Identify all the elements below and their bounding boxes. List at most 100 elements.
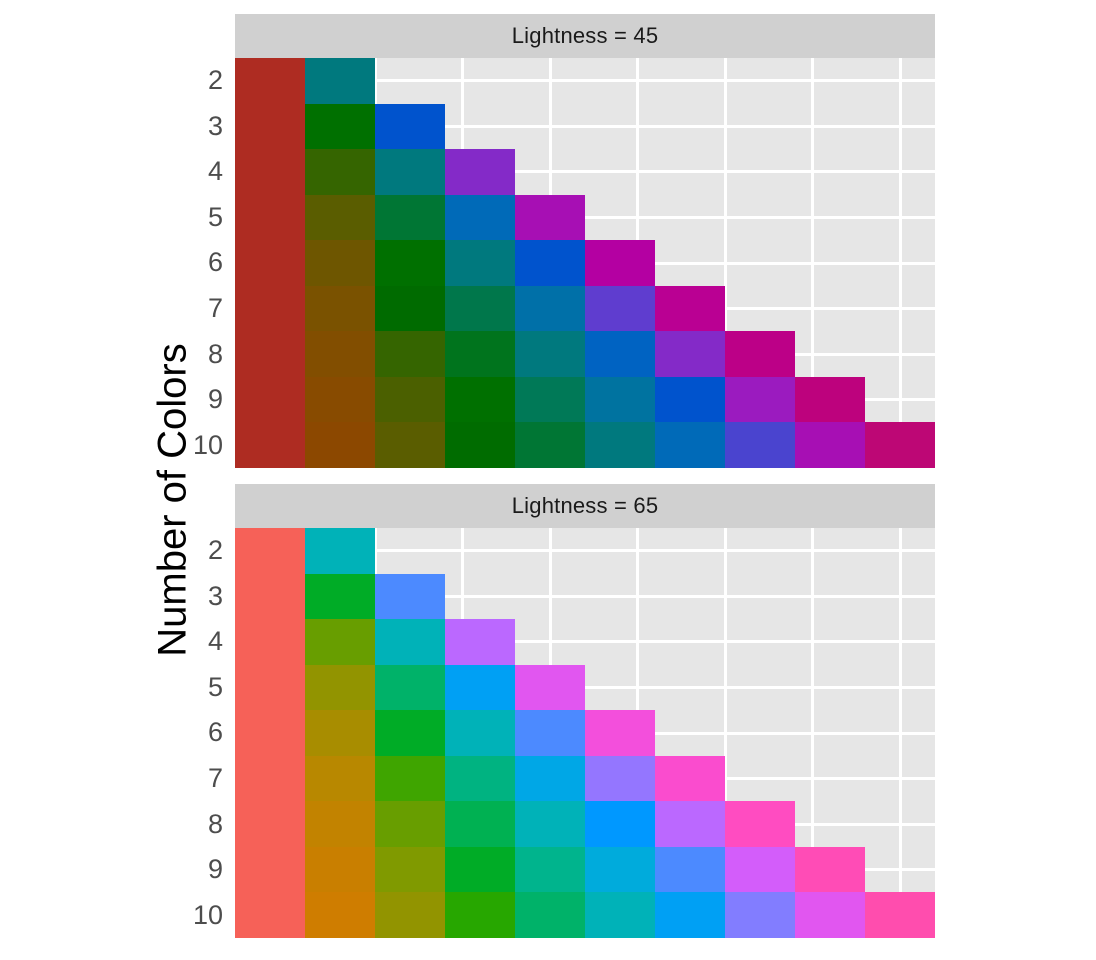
palette-tile: [585, 801, 655, 848]
palette-tile: [445, 710, 515, 757]
palette-tile: [235, 331, 305, 378]
palette-tile: [305, 376, 375, 423]
palette-tile: [655, 755, 725, 802]
palette-tile: [375, 755, 445, 802]
palette-tile: [235, 801, 305, 848]
palette-tile: [305, 710, 375, 757]
y-tick-label: 3: [207, 110, 223, 141]
palette-tile: [725, 801, 795, 848]
y-tick-label: 3: [207, 580, 223, 611]
palette-tile: [235, 194, 305, 241]
palette-tile: [585, 285, 655, 332]
palette-tile: [515, 755, 585, 802]
palette-tile: [795, 892, 865, 938]
facet-strip-label: Lightness = 45: [511, 23, 659, 48]
palette-tile: [235, 619, 305, 666]
palette-tile: [375, 194, 445, 241]
y-tick-label: 6: [207, 247, 223, 278]
palette-tile: [655, 846, 725, 893]
palette-tile: [375, 892, 445, 938]
palette-tile: [515, 664, 585, 711]
y-tick-label: 5: [207, 201, 223, 232]
palette-tile: [305, 285, 375, 332]
palette-tile: [515, 194, 585, 241]
palette-tile: [865, 422, 935, 468]
palette-tile: [235, 528, 305, 575]
palette-tile: [585, 422, 655, 468]
palette-tile: [375, 422, 445, 468]
palette-tile: [725, 331, 795, 378]
palette-tile: [235, 103, 305, 150]
palette-tile: [655, 422, 725, 468]
palette-tile: [865, 892, 935, 938]
palette-tile: [375, 846, 445, 893]
palette-tile: [655, 801, 725, 848]
palette-tile: [655, 331, 725, 378]
palette-tile: [235, 892, 305, 938]
palette-tile: [375, 664, 445, 711]
facet-strip-lightness-45: Lightness = 45: [235, 14, 935, 58]
y-tick-label: 7: [207, 293, 223, 324]
palette-tile: [445, 422, 515, 468]
palette-tile: [445, 619, 515, 666]
palette-tile: [725, 422, 795, 468]
palette-tile: [375, 103, 445, 150]
palette-tile: [795, 846, 865, 893]
palette-tile: [515, 240, 585, 287]
palette-tile: [655, 892, 725, 938]
palette-tile: [515, 422, 585, 468]
palette-tile: [725, 892, 795, 938]
y-axis-ticks-top-panel: 2 3 4 5 6 7 8 9 10: [120, 58, 223, 468]
palette-tile: [655, 285, 725, 332]
y-tick-label: 7: [207, 763, 223, 794]
palette-tile: [515, 376, 585, 423]
palette-tile: [305, 58, 375, 105]
y-gridline-major: [235, 640, 935, 644]
palette-tile: [305, 755, 375, 802]
palette-tile: [375, 331, 445, 378]
y-gridline-major: [235, 549, 935, 553]
palette-tile: [445, 664, 515, 711]
palette-tile: [445, 194, 515, 241]
y-tick-label: 8: [207, 808, 223, 839]
palette-tile: [305, 846, 375, 893]
y-gridline-major: [235, 594, 935, 598]
palette-tile: [375, 801, 445, 848]
palette-tile: [585, 240, 655, 287]
palette-tile: [375, 710, 445, 757]
palette-tile: [235, 573, 305, 620]
y-tick-label: 4: [207, 156, 223, 187]
palette-tile: [305, 801, 375, 848]
palette-tile: [235, 755, 305, 802]
palette-tile: [515, 892, 585, 938]
palette-tile: [515, 285, 585, 332]
palette-tile: [235, 58, 305, 105]
palette-tile: [795, 422, 865, 468]
y-tick-label: 8: [207, 338, 223, 369]
y-gridline-major: [235, 170, 935, 174]
palette-tile: [725, 376, 795, 423]
y-tick-label: 10: [192, 899, 223, 930]
palette-tile: [445, 285, 515, 332]
y-gridline-major: [235, 685, 935, 689]
palette-tile: [725, 846, 795, 893]
y-tick-label: 4: [207, 626, 223, 657]
y-tick-label: 9: [207, 384, 223, 415]
facet-panel-lightness-45: [235, 58, 935, 468]
y-gridline-major: [235, 215, 935, 219]
palette-tile: [795, 376, 865, 423]
palette-tile: [585, 846, 655, 893]
palette-tile: [585, 710, 655, 757]
palette-tile: [235, 710, 305, 757]
palette-tile: [445, 331, 515, 378]
palette-tile: [445, 846, 515, 893]
palette-tile: [305, 892, 375, 938]
y-tick-label: 5: [207, 671, 223, 702]
palette-tile: [585, 331, 655, 378]
y-gridline-major: [235, 79, 935, 83]
y-tick-label: 2: [207, 535, 223, 566]
palette-tile: [515, 846, 585, 893]
y-tick-label: 9: [207, 854, 223, 885]
palette-tile: [445, 376, 515, 423]
y-tick-label: 2: [207, 65, 223, 96]
